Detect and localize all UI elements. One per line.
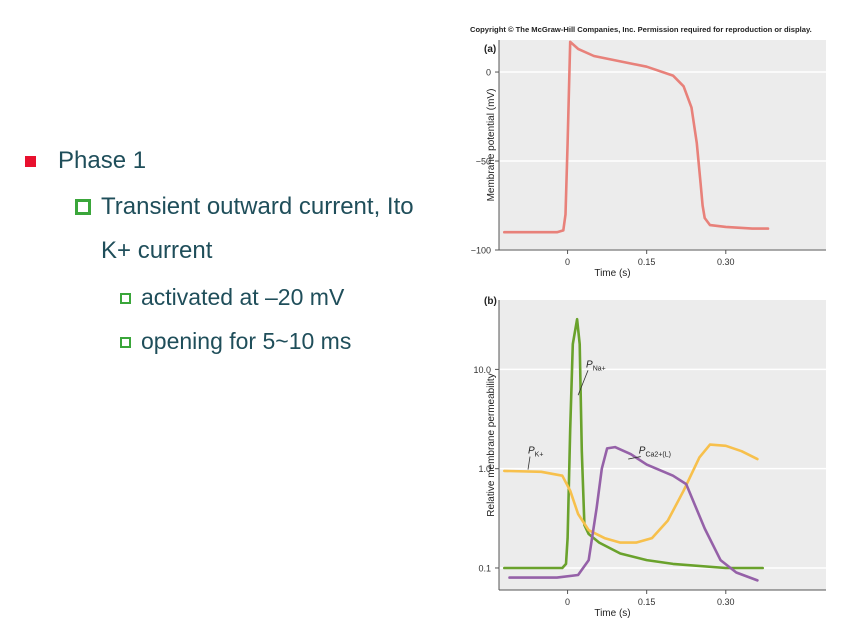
y-axis-label: Relative membrane permeability — [486, 373, 497, 516]
panel-label: (a) — [484, 44, 496, 55]
series-line-ap — [503, 40, 770, 234]
x-tick-label: 0 — [565, 257, 570, 267]
bullet-k-current: K+ current — [101, 237, 213, 264]
series-label: PK+ — [528, 446, 543, 459]
red-square-bullet-icon — [25, 156, 36, 167]
y-tick-label: 10.0 — [473, 365, 491, 375]
y-tick-label: 0.1 — [478, 563, 491, 573]
series-label-leader — [527, 456, 531, 470]
panel-label: (b) — [484, 296, 497, 307]
bullet-list: Phase 1 Transient outward current, Ito K… — [25, 147, 414, 354]
x-axis-label: Time (s) — [594, 268, 630, 279]
series-label-leader — [577, 370, 589, 396]
x-tick-label: 0.15 — [638, 257, 656, 267]
y-tick-label: 0 — [486, 68, 491, 78]
x-tick-label: 0.15 — [638, 597, 656, 607]
bullet-activated-at: activated at –20 mV — [141, 284, 345, 310]
series-label-leader — [628, 456, 641, 460]
small-green-square-bullet-icon — [120, 337, 131, 348]
plot-background — [499, 40, 826, 250]
x-tick-label: 0.30 — [717, 257, 735, 267]
y-tick-label: −50 — [476, 157, 491, 167]
x-axis-label: Time (s) — [594, 608, 630, 619]
series-line-ca2l — [508, 445, 759, 582]
bullet-transient-outward-current: Transient outward current, Ito — [101, 193, 414, 220]
bullet-phase-1: Phase 1 — [58, 147, 147, 174]
series-label: PCa2+(L) — [639, 446, 671, 459]
x-tick-label: 0 — [565, 597, 570, 607]
y-axis-label: Membrane potential (mV) — [486, 89, 497, 202]
green-square-bullet-icon — [75, 199, 91, 215]
series-label: PNa+ — [586, 359, 606, 372]
series-line-k — [503, 443, 759, 544]
copyright-notice: Copyright © The McGraw-Hill Companies, I… — [470, 25, 812, 34]
series-line-na — [503, 317, 764, 570]
small-green-square-bullet-icon — [120, 293, 131, 304]
plot-background — [499, 300, 826, 590]
y-tick-label: 1.0 — [478, 464, 491, 474]
x-tick-label: 0.30 — [717, 597, 735, 607]
bullet-opening-for: opening for 5~10 ms — [141, 328, 352, 354]
y-tick-label: −100 — [471, 246, 491, 256]
action-potential-panel: 0 −50 −100 0 0.15 0.30 Time (s) Membrane potent… — [471, 40, 826, 279]
permeability-panel: 0.1 1.0 10.0 0 0.15 0.30 Time (s) Relative memb… — [473, 296, 826, 619]
